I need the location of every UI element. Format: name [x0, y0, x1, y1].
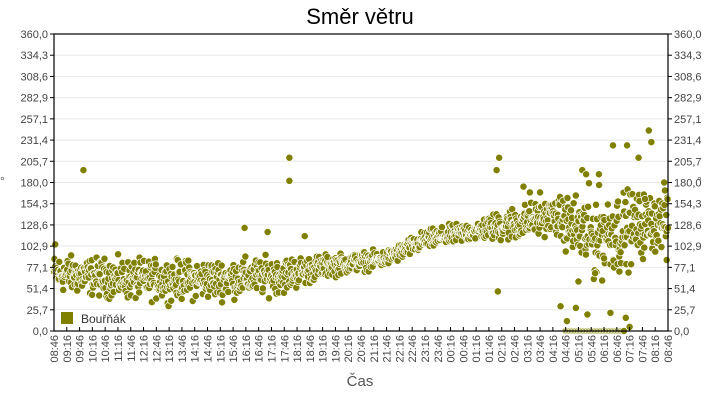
x-tick-label: 08:46 [663, 335, 675, 363]
y-tick-label-right: 77,1 [674, 262, 695, 274]
x-tick-label: 08:46 [49, 335, 61, 363]
x-tick-label: 04:46 [561, 335, 573, 363]
y-tick-label-right: 334,3 [674, 50, 702, 62]
x-tick-label: 22:16 [394, 335, 406, 363]
x-tick-label: 03:46 [535, 335, 547, 363]
y-axis-right: 0,0 25,7 51,4 77,1 102,9 128,6 154,3 180,0 205,7… [668, 29, 702, 338]
x-tick-label: 06:16 [599, 335, 611, 363]
x-tick-label: 09:16 [62, 335, 74, 363]
y-tick-label-left: 0,0 [33, 326, 48, 338]
x-tick-label: 05:16 [573, 335, 585, 363]
y-tick-label-left: 51,4 [27, 284, 48, 296]
x-tick-label: 11:46 [126, 335, 138, 362]
y-tick-label-left: 77,1 [27, 262, 48, 274]
y-tick-label-right: 128,6 [674, 220, 702, 232]
x-tick-label: 16:16 [241, 335, 253, 363]
x-tick-label: 02:46 [510, 335, 522, 363]
x-tick-label: 15:46 [228, 335, 240, 363]
x-tick-label: 20:46 [356, 335, 368, 363]
y-axis-left: 0,0 25,7 51,4 77,1 102,9 128,6 154,3 180,0 205,7… [20, 29, 54, 338]
y-tick-label-left: 334,3 [20, 50, 48, 62]
x-tick-label: 06:46 [612, 335, 624, 363]
y-tick-label-left: 128,6 [20, 220, 48, 232]
y-tick-label-left: 282,9 [20, 93, 48, 105]
y-tick-label-right: 180,0 [674, 178, 702, 190]
x-tick-label: 03:16 [522, 335, 534, 363]
x-tick-label: 23:46 [433, 335, 445, 363]
x-tick-label: 13:46 [177, 335, 189, 363]
x-tick-label: 15:16 [215, 335, 227, 363]
y-tick-label-left: 205,7 [20, 156, 48, 168]
x-tick-label: 10:46 [100, 335, 112, 363]
x-tick-label: 07:16 [625, 335, 637, 363]
y-tick-label-right: 205,7 [674, 156, 702, 168]
y-tick-label-right: 282,9 [674, 93, 702, 105]
x-tick-label: 05:46 [586, 335, 598, 363]
x-tick-label: 18:16 [292, 335, 304, 363]
x-tick-label: 17:16 [266, 335, 278, 363]
x-tick-label: 18:46 [305, 335, 317, 363]
legend-label: Bouřňák [81, 312, 127, 326]
x-tick-label: 11:16 [113, 335, 125, 362]
x-tick-label: 02:16 [497, 335, 509, 363]
data-points [50, 126, 672, 335]
x-tick-label: 23:16 [420, 335, 432, 363]
x-tick-label: 14:46 [203, 335, 215, 363]
x-axis-label: Čas [346, 373, 374, 390]
y-tick-label-left: 180,0 [20, 178, 48, 190]
x-tick-label: 08:16 [650, 335, 662, 363]
x-tick-label: 00:46 [458, 335, 470, 363]
y-tick-label-right: 154,3 [674, 199, 702, 211]
x-tick-label: 10:16 [87, 335, 99, 363]
y-tick-label-left: 257,1 [20, 114, 48, 126]
x-tick-label: 22:46 [407, 335, 419, 363]
y-tick-label-left: 360,0 [20, 29, 48, 41]
x-tick-label: 21:46 [382, 335, 394, 363]
x-tick-label: 21:16 [369, 335, 381, 363]
y-axis-unit-right: ° [697, 174, 702, 188]
x-tick-label: 01:46 [484, 335, 496, 363]
x-tick-label: 20:16 [343, 335, 355, 363]
y-tick-label-left: 25,7 [27, 305, 48, 317]
x-tick-label: 01:16 [471, 335, 483, 363]
x-tick-label: 00:16 [446, 335, 458, 363]
y-tick-label-left: 102,9 [20, 241, 48, 253]
y-tick-label-right: 102,9 [674, 241, 702, 253]
y-tick-label-right: 360,0 [674, 29, 702, 41]
x-tick-label: 12:46 [151, 335, 163, 363]
x-tick-label: 14:16 [190, 335, 202, 363]
x-tick-label: 19:16 [318, 335, 330, 363]
x-tick-label: 16:46 [254, 335, 266, 363]
x-tick-label: 12:16 [139, 335, 151, 363]
y-axis-unit-left: ° [0, 174, 5, 188]
y-tick-label-right: 25,7 [674, 305, 695, 317]
x-tick-label: 13:16 [164, 335, 176, 363]
x-tick-label: 09:46 [75, 335, 87, 363]
y-tick-label-left: 154,3 [20, 199, 48, 211]
y-tick-label-right: 308,6 [674, 71, 702, 83]
x-tick-label: 07:46 [637, 335, 649, 363]
y-tick-label-right: 257,1 [674, 114, 702, 126]
x-tick-label: 04:16 [548, 335, 560, 363]
y-tick-label-left: 231,4 [20, 135, 48, 147]
y-tick-label-right: 0,0 [674, 326, 689, 338]
y-tick-label-left: 308,6 [20, 71, 48, 83]
x-tick-label: 19:46 [330, 335, 342, 363]
chart-title: Směr větru [306, 4, 414, 29]
y-tick-label-right: 51,4 [674, 284, 695, 296]
legend: Bouřňák [61, 312, 127, 326]
legend-swatch [61, 312, 73, 324]
x-tick-label: 17:46 [279, 335, 291, 363]
y-tick-label-right: 231,4 [674, 135, 702, 147]
x-axis: 08:46 09:16 09:46 10:16 10:46 11:16 11:46 12:16… [49, 327, 675, 363]
